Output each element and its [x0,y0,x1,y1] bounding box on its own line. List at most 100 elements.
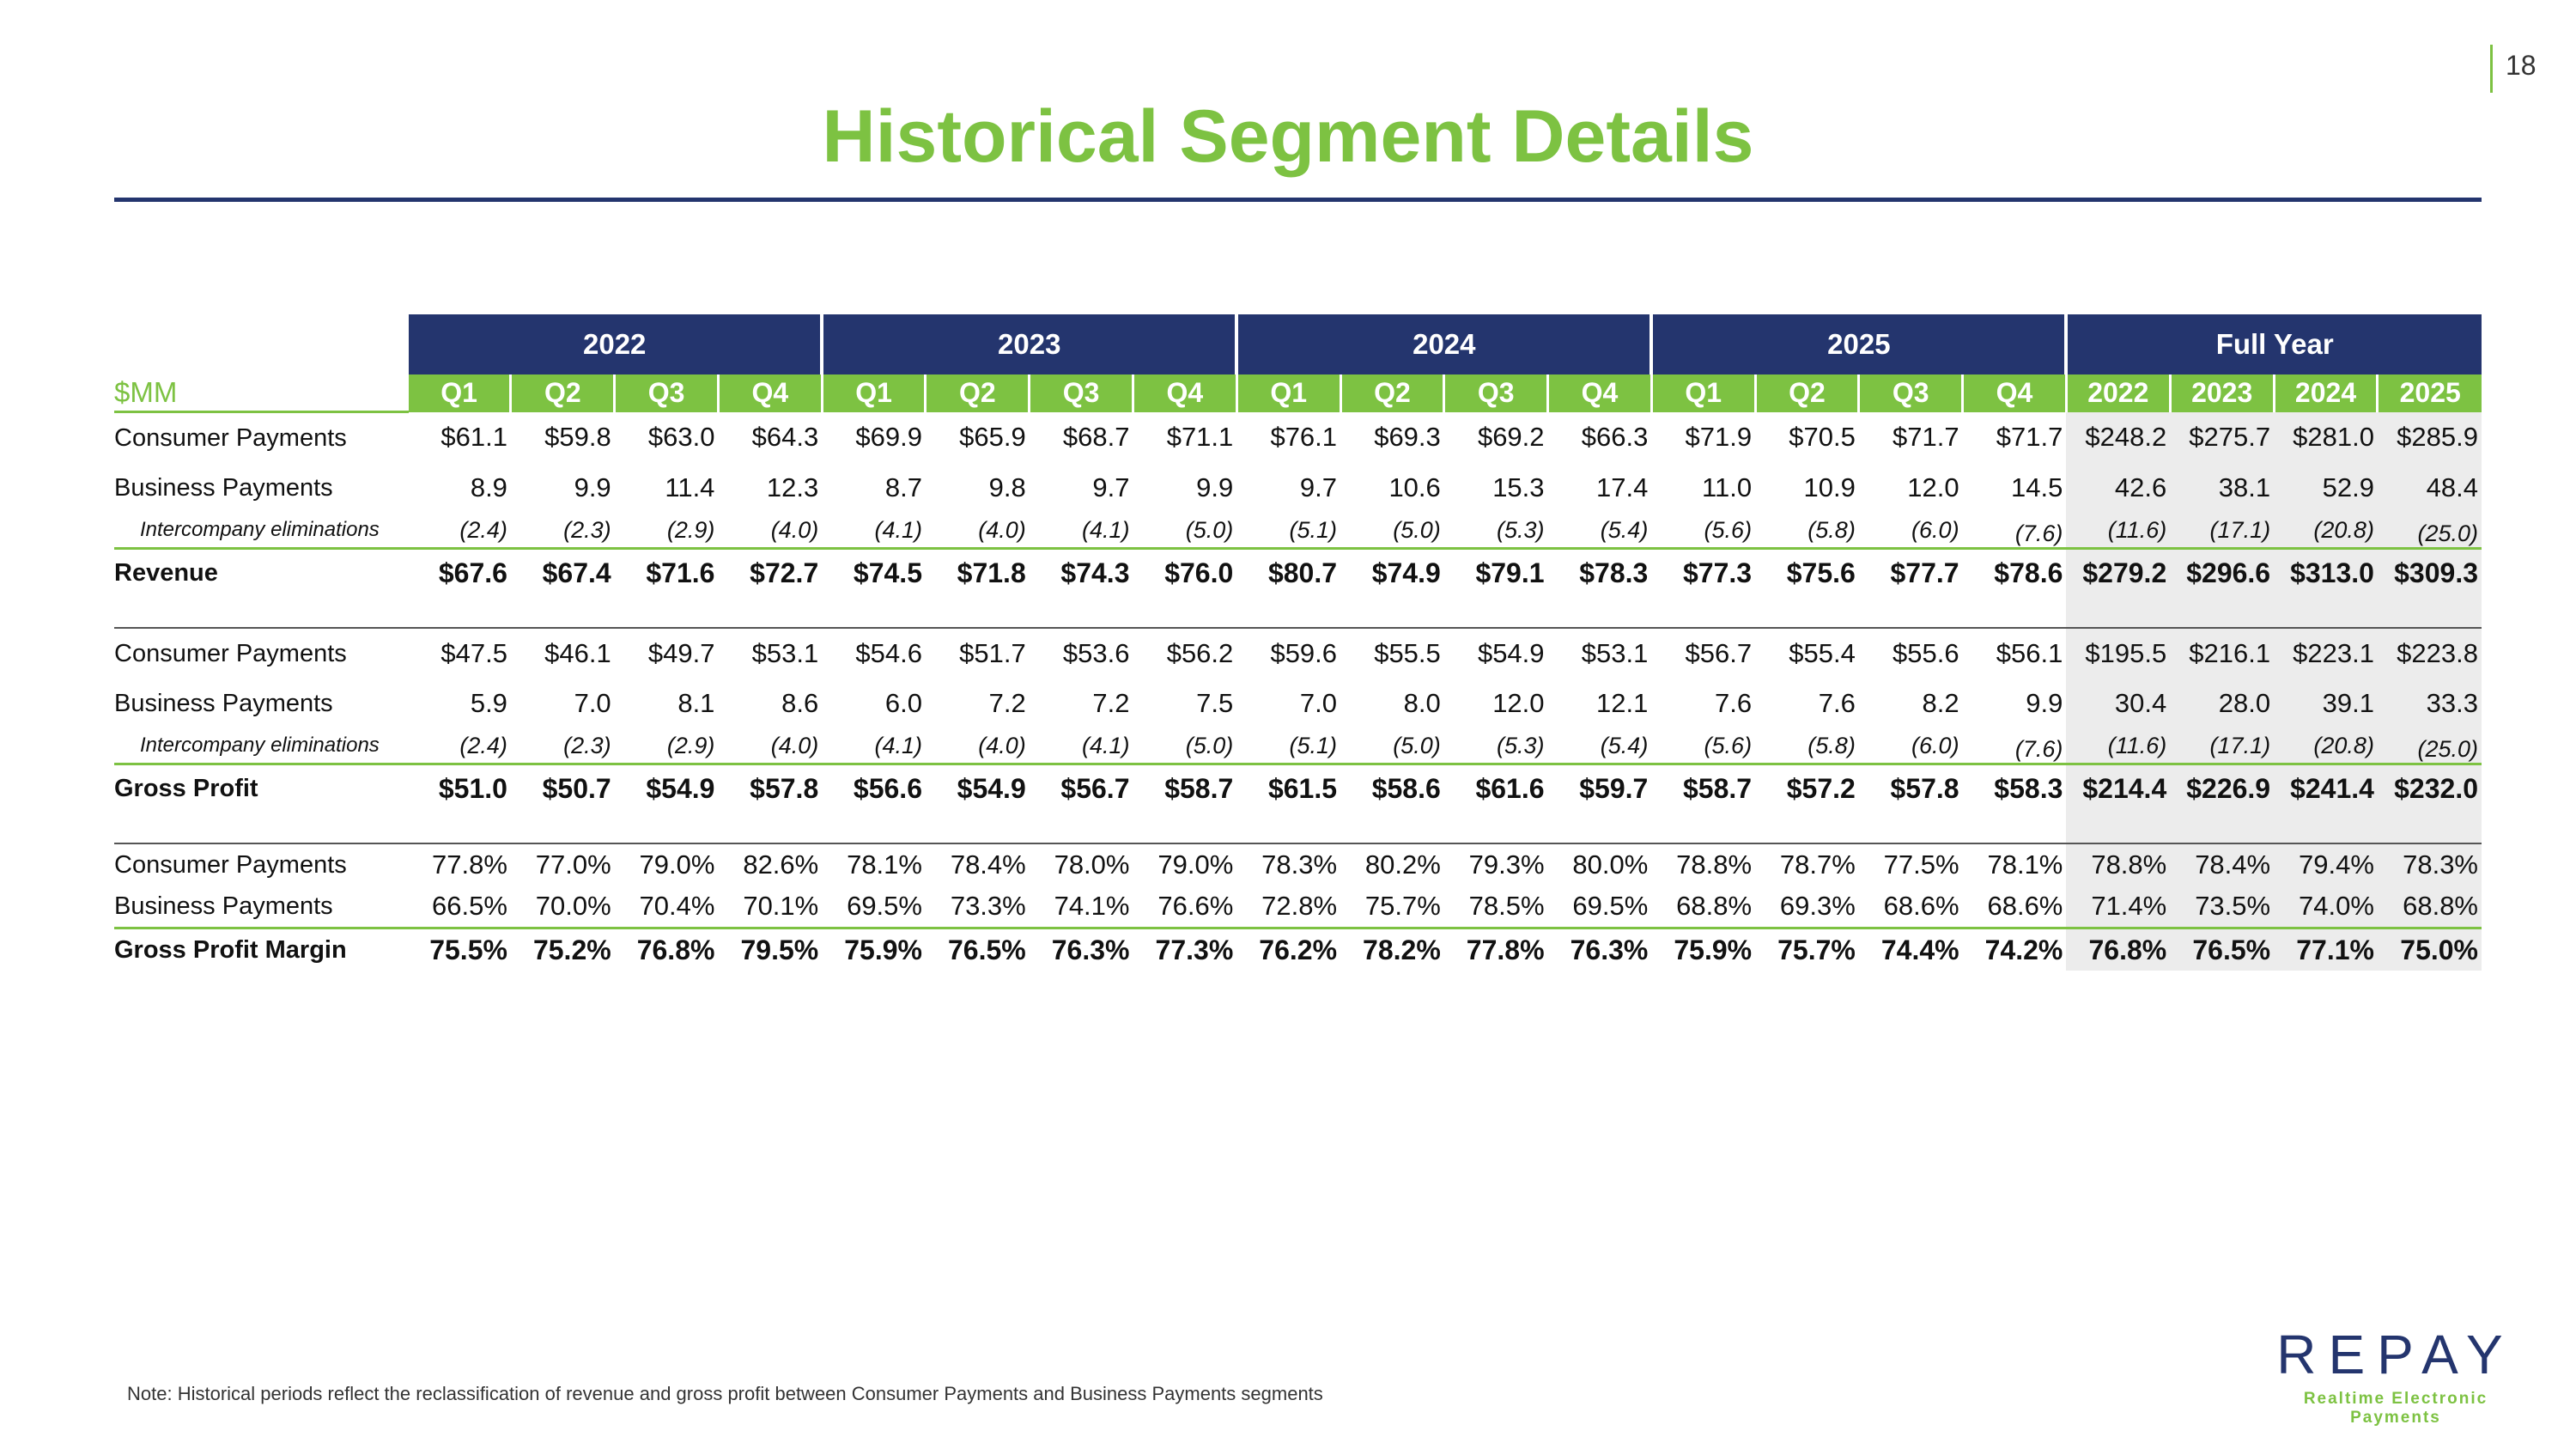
table-cell: $76.0 [1133,547,1237,596]
table-cell: $55.6 [1858,627,1963,679]
table-cell: 78.4% [2170,843,2275,886]
table-cell: $61.5 [1236,763,1341,812]
spacer-cell [407,812,511,843]
table-cell: $67.6 [407,547,511,596]
table-cell: 70.0% [535,891,611,921]
table-cell: 70.4% [639,891,715,921]
table-cell: $281.0 [2274,411,2378,463]
quarter-header: Q3 [613,374,719,412]
table-cell: 73.3% [950,891,1026,921]
table-cell: (20.8) [2274,513,2378,549]
table-cell: (5.3) [1497,732,1545,758]
quarter-header: Q1 [820,374,926,412]
spacer-cell [1859,596,1963,628]
table-cell: 14.5 [2011,472,2063,502]
table-cell: 76.3% [1029,927,1133,971]
margin-total-row: Gross Profit Margin 75.5% 75.2% 76.8% 79.5% 7… [114,927,2482,971]
table-cell: 52.9 [2274,463,2378,513]
table-cell: (4.1) [874,516,922,543]
table-cell: 77.8% [1443,927,1548,971]
table-cell: $65.9 [959,422,1026,453]
table-cell: (11.6) [2066,728,2171,764]
full-year-col-header: 2024 [2272,374,2378,412]
table-cell: $71.9 [1685,422,1753,453]
table-cell: 79.3% [1443,843,1548,886]
table-cell: (5.8) [1807,516,1856,543]
table-cell: 78.0% [1029,843,1133,886]
table-cell: $59.8 [544,422,611,453]
table-cell: 75.0% [2377,927,2482,971]
table-cell: 12.3 [766,472,819,502]
table-cell: (17.1) [2170,728,2275,764]
table-cell: $57.8 [1858,763,1963,812]
row-label: Business Payments [114,892,333,920]
revenue-consumer-row: Consumer Payments $61.1 $59.8 $63.0 $64.3 $69… [114,411,2482,463]
table-cell: $59.7 [1547,763,1652,812]
table-cell: 12.0 [1907,472,1959,502]
table-cell: 77.5% [1858,843,1963,886]
table-cell: 8.0 [1403,688,1441,718]
row-label: Gross Profit Margin [114,927,408,971]
quarter-header-row: $MM Q1 Q2 Q3 Q4 Q1 Q2 Q3 Q4 Q1 Q2 Q3 Q4 Q1 Q2 Q3 Q4 2022… [114,374,2482,413]
table-cell: 76.5% [2170,927,2275,971]
spacer-cell [1755,812,1859,843]
table-cell: $56.1 [1962,627,2067,679]
table-cell: $296.6 [2170,547,2275,596]
spacer-cell [511,812,615,843]
table-cell: (4.0) [978,732,1026,758]
table-cell: $71.8 [925,547,1030,596]
spacer-cell [822,812,926,843]
table-cell: 78.1% [1962,843,2067,886]
table-cell: 9.9 [1196,472,1234,502]
spacer-cell [1548,596,1652,628]
quarter-header: Q2 [1339,374,1444,412]
table-cell: 7.2 [988,688,1026,718]
quarter-header: Q4 [716,374,823,412]
segment-table-container: 2022 2023 2024 2025 Full Year $MM Q1 Q2 Q3… [114,314,2482,971]
table-cell: 80.2% [1340,843,1444,886]
table-cell: (25.0) [2377,728,2482,764]
table-cell: $66.3 [1581,422,1649,453]
table-cell: $71.1 [1166,422,1234,453]
table-cell: $69.9 [855,422,922,453]
quarter-header: Q2 [924,374,1030,412]
table-cell: 75.7% [1755,927,1859,971]
table-cell: 8.1 [677,688,715,718]
spacer-cell [2170,812,2275,843]
table-cell: (2.9) [666,732,715,758]
table-cell: (5.6) [1704,732,1753,758]
table-cell: 10.9 [1803,472,1856,502]
year-header: 2022 [405,314,823,374]
table-cell: (4.0) [770,732,819,758]
table-cell: 73.5% [2170,886,2275,928]
table-cell: 17.4 [1595,472,1649,502]
table-cell: 8.9 [470,472,507,502]
full-year-header: Full Year [2064,314,2482,374]
table-cell: 78.3% [2377,843,2482,886]
table-cell: 70.1% [743,891,819,921]
table-cell: 78.4% [925,843,1030,886]
table-cell: $59.6 [1236,627,1341,679]
table-cell: $54.9 [1443,627,1548,679]
full-year-col-header: 2022 [2064,374,2171,412]
table-cell: 80.0% [1547,843,1652,886]
row-label: Consumer Payments [114,843,408,886]
table-cell: 79.4% [2274,843,2378,886]
table-cell: $232.0 [2377,763,2482,812]
spacer-cell [114,812,407,843]
table-cell: 10.6 [1388,472,1441,502]
table-cell: 69.3% [1779,891,1856,921]
table-cell: (5.6) [1704,516,1753,543]
table-cell: 75.7% [1364,891,1441,921]
table-cell: $78.3 [1547,547,1652,596]
table-cell: (2.4) [459,516,507,543]
row-label: Intercompany eliminations [140,518,380,541]
table-cell: $46.1 [510,627,615,679]
table-cell: 75.5% [407,927,511,971]
table-body: Consumer Payments $61.1 $59.8 $63.0 $64.3 $69… [114,411,2482,971]
table-cell: (4.1) [1081,732,1130,758]
table-cell: 74.4% [1858,927,1963,971]
table-cell: 76.8% [2066,927,2171,971]
table-cell: 39.1 [2274,679,2378,728]
margin-consumer-row: Consumer Payments 77.8% 77.0% 79.0% 82.6% 78.… [114,843,2482,886]
